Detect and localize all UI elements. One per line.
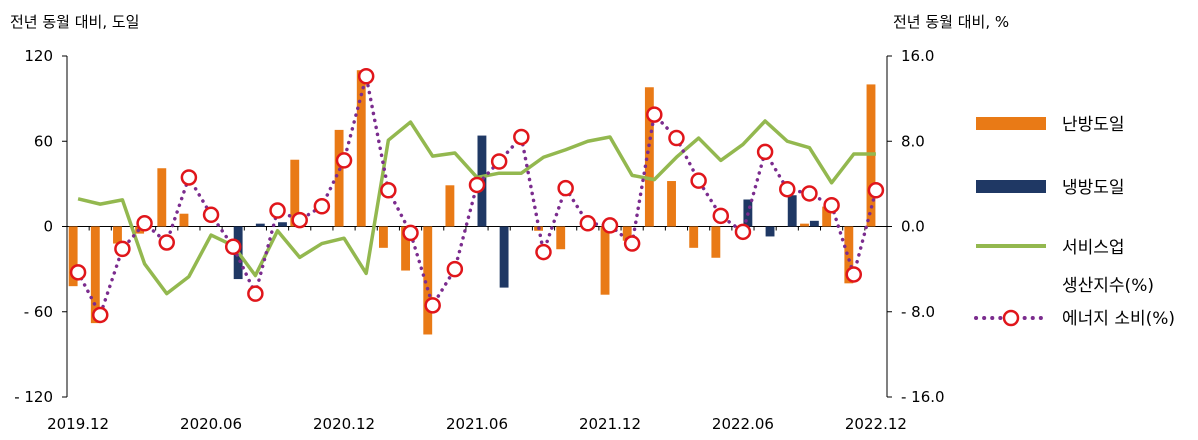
energy-consumption-marker bbox=[180, 169, 198, 186]
heating-degree-bar bbox=[356, 70, 366, 227]
legend-energy-label: 에너지 소비(%) bbox=[1062, 309, 1175, 329]
x-axis-tick-label: 2022.12 bbox=[845, 415, 907, 433]
energy-consumption-marker bbox=[424, 297, 441, 314]
legend-energy-marker bbox=[1002, 309, 1020, 327]
energy-consumption-marker bbox=[668, 129, 685, 147]
energy-consumption-marker bbox=[335, 152, 353, 169]
x-axis-tick-label: 2019.12 bbox=[47, 415, 109, 433]
heating-degree-bar bbox=[445, 185, 455, 227]
cooling-degree-bar bbox=[809, 220, 819, 227]
left-axis-tick-label: 60 bbox=[34, 132, 53, 150]
left-axis-tick-label: - 120 bbox=[14, 388, 53, 406]
right-axis-tick-label: 8.0 bbox=[901, 132, 925, 150]
legend-heating-swatch bbox=[976, 117, 1046, 130]
legend: 난방도일 냉방도일 서비스업 생산지수(%) 에너지 소비(%) bbox=[974, 115, 1175, 329]
energy-consumption-marker bbox=[380, 182, 397, 199]
energy-consumption-marker bbox=[69, 264, 87, 281]
cooling-degree-bar bbox=[787, 195, 797, 227]
energy-consumption-marker bbox=[269, 202, 286, 219]
energy-consumption-marker bbox=[690, 172, 707, 189]
energy-consumption-marker bbox=[91, 306, 109, 324]
left-axis-tick-label: 0 bbox=[43, 218, 53, 236]
energy-consumption-marker bbox=[845, 266, 863, 283]
heating-degree-bar bbox=[689, 226, 699, 248]
heating-degree-bar bbox=[800, 223, 809, 227]
energy-consumption-marker bbox=[247, 285, 264, 302]
energy-consumption-marker bbox=[601, 217, 619, 234]
x-axis-tick-label: 2020.12 bbox=[313, 415, 375, 433]
right-axis-tick-label: 16.0 bbox=[901, 47, 934, 65]
heating-degree-bar bbox=[401, 226, 411, 271]
heating-degree-bar bbox=[90, 226, 100, 324]
energy-consumption-marker bbox=[446, 260, 464, 278]
right-axis-tick-label: 0.0 bbox=[901, 218, 925, 236]
heating-degree-bar bbox=[157, 168, 167, 227]
heating-degree-bar bbox=[378, 226, 388, 248]
legend-service-label-line1: 서비스업 bbox=[1062, 238, 1125, 258]
legend-service-label-line2: 생산지수(%) bbox=[1062, 276, 1154, 296]
legend-cooling-swatch bbox=[976, 180, 1046, 193]
energy-consumption-marker bbox=[867, 182, 885, 199]
heating-degree-bar bbox=[556, 226, 566, 250]
energy-consumption-line bbox=[76, 75, 878, 320]
energy-consumption-marker bbox=[202, 206, 220, 224]
energy-consumption-marker bbox=[823, 196, 840, 214]
energy-consumption-marker bbox=[402, 224, 419, 242]
axes: 120 60 0 - 60 - 120 16.0 8.0 0.0 - 8.0 - 16.0 2019… bbox=[14, 47, 944, 433]
heating-degree-bar bbox=[179, 213, 189, 227]
energy-consumption-marker bbox=[779, 180, 796, 198]
energy-consumption-marker bbox=[579, 215, 597, 232]
cooling-degree-bar bbox=[255, 223, 265, 227]
service-production-line bbox=[77, 119, 876, 296]
energy-consumption-marker bbox=[557, 179, 574, 197]
energy-consumption-marker bbox=[468, 176, 486, 194]
energy-consumption-marker bbox=[136, 215, 153, 232]
left-axis-tick-label: 120 bbox=[24, 47, 53, 65]
cooling-degree-bar bbox=[499, 226, 509, 288]
heating-degree-bar bbox=[113, 226, 122, 244]
energy-dotted-series bbox=[69, 67, 885, 324]
heating-degree-bar bbox=[844, 226, 854, 284]
cooling-degree-bar bbox=[765, 226, 775, 237]
right-axis-tick-label: - 8.0 bbox=[901, 303, 935, 321]
energy-consumption-marker bbox=[646, 106, 663, 123]
heating-degree-bar bbox=[423, 226, 433, 335]
left-axis-tick-label: - 60 bbox=[24, 303, 53, 321]
energy-consumption-marker bbox=[490, 153, 508, 170]
cooling-degree-bar bbox=[278, 222, 287, 227]
heating-degree-bar bbox=[822, 206, 832, 227]
energy-consumption-marker bbox=[734, 223, 752, 241]
x-axis-tick-label: 2020.06 bbox=[180, 415, 242, 433]
heating-degree-bar bbox=[667, 181, 676, 227]
service-line-series bbox=[77, 119, 876, 296]
x-axis-tick-label: 2022.06 bbox=[712, 415, 774, 433]
heating-degree-bar bbox=[600, 226, 610, 295]
energy-consumption-marker bbox=[712, 207, 730, 225]
energy-consumption-marker bbox=[801, 185, 818, 202]
heating-degree-bar bbox=[68, 226, 78, 287]
energy-consumption-marker bbox=[357, 67, 375, 85]
right-axis-tick-label: - 16.0 bbox=[901, 388, 945, 406]
heating-degree-bar bbox=[334, 129, 344, 227]
energy-consumption-marker bbox=[291, 211, 308, 229]
legend-heating-label: 난방도일 bbox=[1062, 115, 1125, 135]
energy-consumption-marker bbox=[114, 240, 131, 258]
energy-consumption-marker bbox=[623, 235, 641, 252]
x-axis-tick-label: 2021.12 bbox=[579, 415, 641, 433]
energy-consumption-marker bbox=[535, 243, 552, 261]
heating-degree-bar bbox=[290, 159, 300, 227]
x-axis-tick-label: 2021.06 bbox=[446, 415, 508, 433]
heating-degree-bar bbox=[644, 87, 654, 227]
right-axis-unit-label: 전년 동월 대비, % bbox=[893, 13, 1009, 31]
energy-consumption-marker bbox=[158, 234, 175, 251]
energy-consumption-marker bbox=[756, 143, 774, 161]
legend-cooling-label: 냉방도일 bbox=[1062, 178, 1125, 198]
heating-degree-bar bbox=[711, 226, 721, 258]
energy-consumption-marker bbox=[513, 128, 530, 146]
left-axis-unit-label: 전년 동월 대비, 도일 bbox=[10, 13, 139, 31]
energy-consumption-marker bbox=[313, 198, 331, 215]
heating-degree-bar bbox=[622, 226, 632, 241]
energy-consumption-marker bbox=[224, 238, 242, 255]
